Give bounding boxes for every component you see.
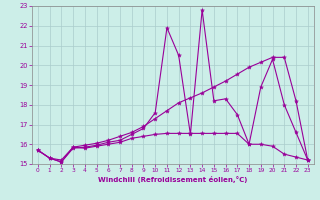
X-axis label: Windchill (Refroidissement éolien,°C): Windchill (Refroidissement éolien,°C): [98, 176, 247, 183]
